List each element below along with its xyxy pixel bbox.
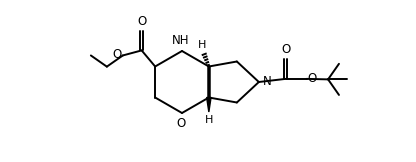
Text: N: N (263, 75, 272, 88)
Text: O: O (137, 15, 146, 28)
Text: O: O (281, 43, 290, 56)
Text: NH: NH (172, 34, 190, 47)
Text: O: O (176, 117, 186, 130)
Text: O: O (112, 48, 121, 61)
Text: H: H (205, 115, 213, 125)
Polygon shape (207, 98, 211, 112)
Text: H: H (198, 40, 206, 50)
Text: O: O (307, 72, 317, 85)
